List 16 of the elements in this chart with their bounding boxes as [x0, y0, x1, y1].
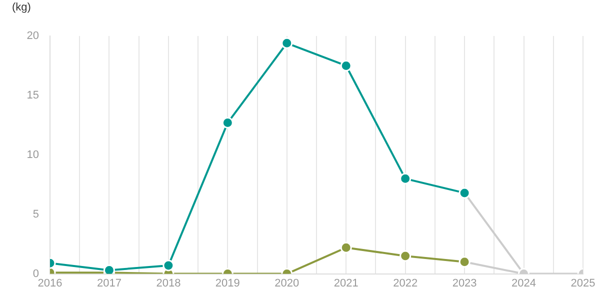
x-tick-label: 2023 — [452, 277, 477, 290]
y-axis-title: (kg) — [12, 2, 31, 14]
x-tick-label: 2017 — [96, 277, 122, 290]
y-tick-label: 20 — [26, 30, 39, 42]
x-tick-label: 2021 — [334, 277, 358, 290]
y-tick-label: 5 — [32, 208, 39, 220]
y-tick-label: 10 — [26, 148, 39, 161]
x-tick-label: 2019 — [215, 277, 240, 290]
x-tick-label: 2022 — [393, 277, 418, 290]
x-tick-label: 2025 — [570, 277, 596, 290]
x-tick-label: 2024 — [512, 277, 536, 290]
y-tick-label: 0 — [32, 268, 39, 280]
x-tick-label: 2018 — [156, 277, 181, 290]
y-tick-label: 15 — [26, 89, 39, 102]
x-tick-label: 2020 — [274, 277, 300, 290]
x-tick-label: 2016 — [38, 277, 62, 290]
